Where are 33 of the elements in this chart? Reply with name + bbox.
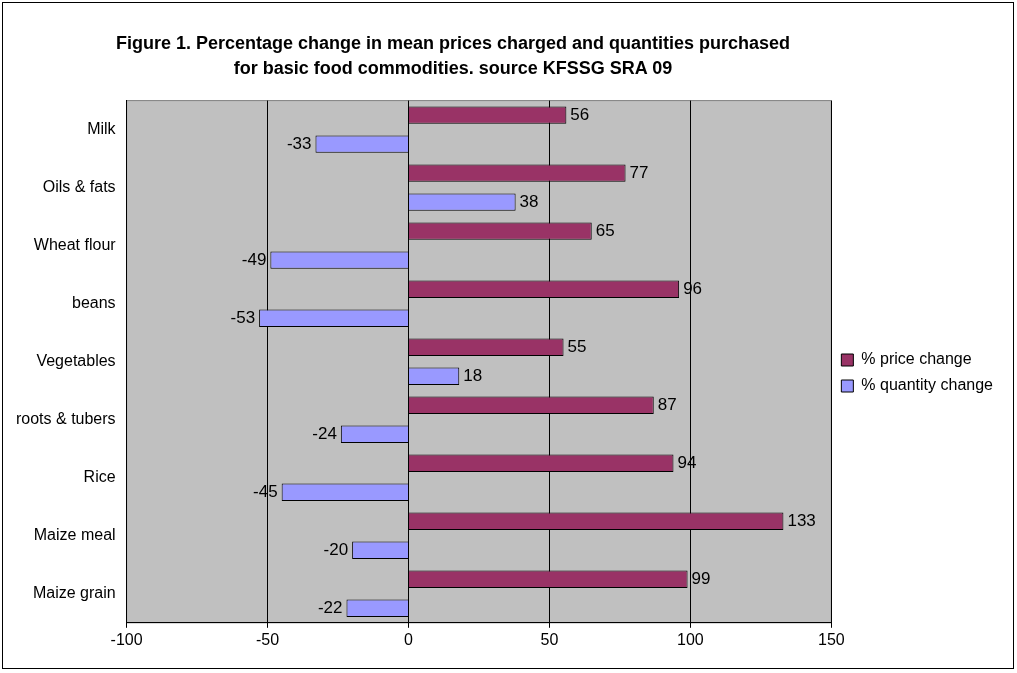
y-tick-label: Rice [83, 468, 116, 486]
y-tick-label: Vegetables [36, 352, 116, 370]
data-label: -22 [317, 597, 343, 617]
y-tick-label: roots & tubers [15, 410, 116, 428]
data-label: 99 [691, 568, 711, 588]
data-label: 18 [463, 365, 483, 385]
y-tick-label: beans [72, 294, 116, 312]
x-tick-label: 50 [540, 630, 559, 648]
x-tick-label: 0 [404, 630, 414, 648]
y-tick-label: Wheat flour [33, 236, 117, 254]
x-tick-label: 150 [818, 630, 845, 648]
chart-title: Figure 1. Percentage change in mean prices charged and quantities purchased for basic food commodities. source KFSSG SRA 09 [114, 32, 792, 80]
x-tick-label: -50 [255, 630, 280, 648]
data-label: -53 [230, 307, 256, 327]
x-tick-label: 100 [677, 630, 704, 648]
data-label: -24 [312, 423, 337, 443]
x-tick-label: -100 [110, 630, 143, 648]
data-label: 77 [629, 162, 649, 182]
data-label: -49 [241, 249, 267, 269]
data-label: -20 [323, 539, 349, 559]
legend-label: % quantity change [861, 376, 994, 394]
data-label: 38 [519, 191, 539, 211]
y-tick-label: Maize meal [33, 526, 116, 544]
legend-label: % price change [861, 350, 972, 368]
data-label: -33 [286, 133, 312, 153]
data-label: 65 [595, 220, 615, 240]
data-label: 55 [567, 336, 587, 356]
y-tick-label: Oils & fats [42, 178, 116, 196]
data-label: 133 [787, 510, 816, 530]
data-label: 87 [657, 394, 677, 414]
data-label: 56 [570, 104, 590, 124]
y-tick-label: Milk [87, 120, 117, 138]
y-tick-label: Maize grain [32, 584, 116, 602]
